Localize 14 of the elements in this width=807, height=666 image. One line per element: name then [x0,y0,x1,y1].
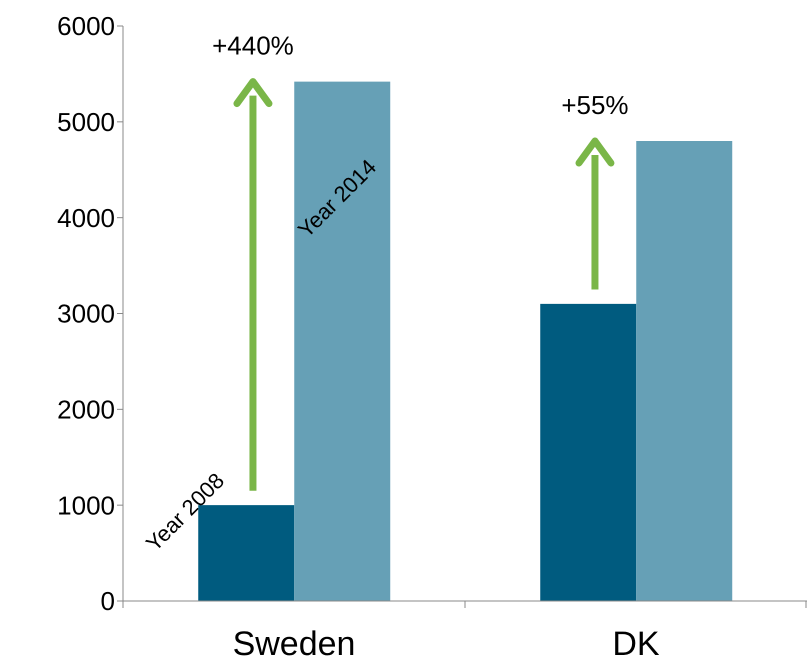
y-tick-label: 0 [100,586,115,616]
y-tick-label: 3000 [57,298,115,329]
y-tick-label: 4000 [57,202,115,233]
annotation: +55% [561,90,629,120]
bar [294,82,390,601]
y-tick-label: 6000 [57,11,115,42]
bar [636,141,732,601]
x-tick-label: DK [612,625,660,664]
x-tick-label: Sweden [232,625,356,664]
y-tick-label: 5000 [57,107,115,138]
annotation: +440% [212,30,294,60]
y-tick-label: 1000 [57,490,115,520]
bar [540,304,636,601]
y-tick-label: 2000 [57,394,115,425]
